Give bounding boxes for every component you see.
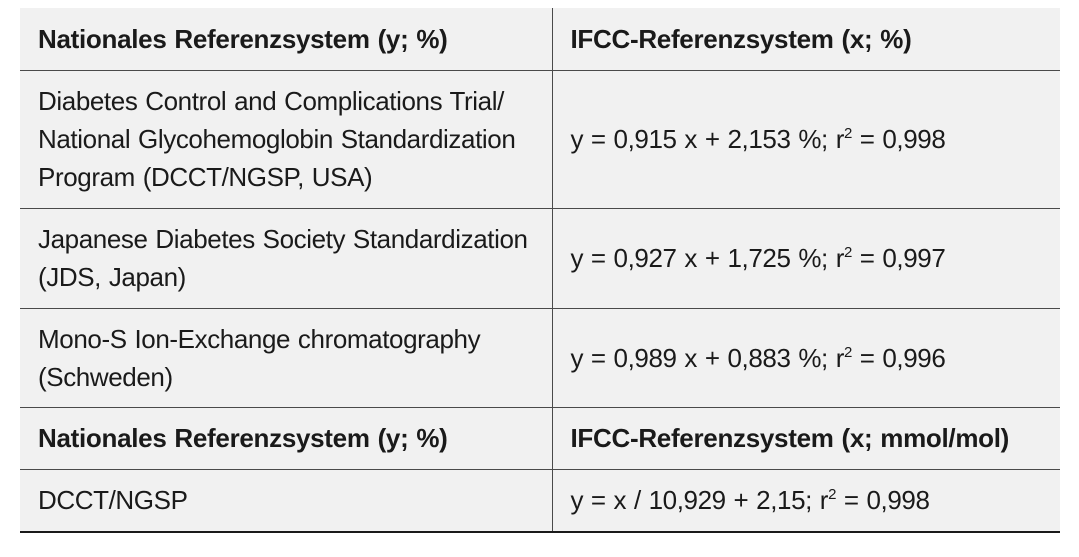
header-row-mmol: Nationales Referenzsystem (y; %) IFCC-Re… [20,407,1060,470]
equation-text: y = 0,989 x + 0,883 %; r [570,342,845,373]
header-ifcc-system: IFCC-Referenzsystem (x; %) [552,8,1060,71]
conversion-table: Nationales Referenzsystem (y; %) IFCC-Re… [20,8,1060,531]
system-name-line: National Glycohemoglobin Standardization [38,124,516,154]
table-row: DCCT/NGSP y = x / 10,929 + 2,15; r2 = 0,… [20,469,1060,531]
r-squared-value: = 0,996 [859,342,946,373]
system-name-line: (Schweden) [38,361,173,392]
squared-superscript: 2 [828,486,837,504]
table-row: Mono-S Ion-Exchange chromatography (Schw… [20,308,1060,408]
header-national-system: Nationales Referenzsystem (y; %) [20,8,553,71]
header-ifcc-system: IFCC-Referenzsystem (x; mmol/mol) [552,407,1060,470]
system-name-line: Program (DCCT/NGSP, USA) [38,162,373,192]
r-squared-value: = 0,998 [843,485,930,516]
header-row-percent: Nationales Referenzsystem (y; %) IFCC-Re… [20,8,1060,71]
r-squared-value: = 0,998 [859,124,946,154]
squared-superscript: 2 [843,343,852,361]
squared-superscript: 2 [843,125,852,142]
equation-text: y = x / 10,929 + 2,15; r [570,485,829,516]
table-row: Diabetes Control and Complications Trial… [20,70,1060,209]
equation-text: y = 0,927 x + 1,725 %; r [570,243,845,273]
system-name-line: Japanese Diabetes Society Standardizatio… [38,224,528,254]
squared-superscript: 2 [843,244,852,261]
table-row: Japanese Diabetes Society Standardizatio… [20,208,1060,309]
system-name-line: Diabetes Control and Complications Trial… [38,86,504,116]
equation-cell: y = x / 10,929 + 2,15; r2 = 0,998 [552,469,1060,531]
system-name-cell: Japanese Diabetes Society Standardizatio… [20,208,553,309]
header-national-system: Nationales Referenzsystem (y; %) [20,407,553,470]
system-name-cell: Mono-S Ion-Exchange chromatography (Schw… [20,308,553,408]
system-name-cell: Diabetes Control and Complications Trial… [20,70,553,209]
reference-systems-table: Nationales Referenzsystem (y; %) IFCC-Re… [20,8,1060,533]
equation-text: y = 0,915 x + 2,153 %; r [570,124,845,154]
system-name-line: Mono-S Ion-Exchange chromatography [38,323,481,354]
equation-cell: y = 0,989 x + 0,883 %; r2 = 0,996 [552,308,1060,408]
r-squared-value: = 0,997 [859,243,946,273]
system-name-line: (JDS, Japan) [38,262,186,292]
equation-cell: y = 0,915 x + 2,153 %; r2 = 0,998 [552,70,1060,209]
system-name-cell: DCCT/NGSP [20,469,553,531]
equation-cell: y = 0,927 x + 1,725 %; r2 = 0,997 [552,208,1060,309]
